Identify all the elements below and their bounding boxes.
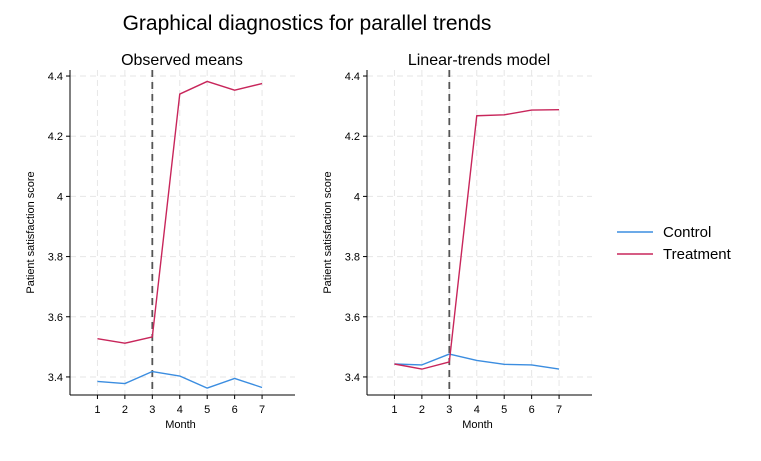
x-tick-label: 4 <box>474 404 480 416</box>
y-axis-title: Patient satisfaction score <box>322 171 334 293</box>
x-tick-label: 2 <box>122 404 128 416</box>
panel-title: Linear-trends model <box>408 52 550 69</box>
series-line-treatment <box>97 80 263 344</box>
legend-label-control: Control <box>663 224 711 241</box>
chart-title: Graphical diagnostics for parallel trend… <box>123 12 492 35</box>
legend: Control Treatment <box>617 224 732 263</box>
panel-title: Observed means <box>121 52 243 69</box>
x-tick-label: 6 <box>232 404 238 416</box>
series-line-control <box>394 353 560 370</box>
panel-2: Linear-trends model 3.4 3.6 3.8 4 4.2 4.4 1 2 3 4 5… <box>322 52 592 431</box>
y-tick-label: 3.4 <box>345 372 360 384</box>
series-line-control <box>97 370 263 389</box>
y-tick-label: 3.4 <box>48 372 63 384</box>
x-tick-label: 7 <box>556 404 562 416</box>
x-tick-label: 3 <box>446 404 452 416</box>
x-tick-label: 6 <box>529 404 535 416</box>
y-tick-label: 4.2 <box>48 131 63 143</box>
x-tick-label: 1 <box>94 404 100 416</box>
y-tick-label: 4 <box>354 191 360 203</box>
legend-label-treatment: Treatment <box>663 246 732 263</box>
x-tick-label: 5 <box>204 404 210 416</box>
x-tick-label: 7 <box>259 404 265 416</box>
y-tick-label: 3.6 <box>48 312 63 324</box>
y-tick-label: 3.8 <box>345 252 360 264</box>
y-tick-label: 4 <box>57 191 63 203</box>
y-axis-title: Patient satisfaction score <box>25 171 37 293</box>
x-tick-label: 3 <box>149 404 155 416</box>
x-axis-title: Month <box>462 419 493 431</box>
panel-1: Observed means 3.4 3.6 3.8 4 4.2 4.4 1 2 3 4 5 6 7 Mon… <box>25 52 295 431</box>
y-tick-label: 4.2 <box>345 131 360 143</box>
y-tick-label: 4.4 <box>48 71 63 83</box>
y-tick-label: 3.8 <box>48 252 63 264</box>
series-line-treatment <box>394 109 560 370</box>
x-axis-title: Month <box>165 419 196 431</box>
x-tick-label: 5 <box>501 404 507 416</box>
y-tick-label: 4.4 <box>345 71 360 83</box>
x-tick-label: 4 <box>177 404 183 416</box>
y-tick-label: 3.6 <box>345 312 360 324</box>
x-tick-label: 2 <box>419 404 425 416</box>
x-tick-label: 1 <box>391 404 397 416</box>
